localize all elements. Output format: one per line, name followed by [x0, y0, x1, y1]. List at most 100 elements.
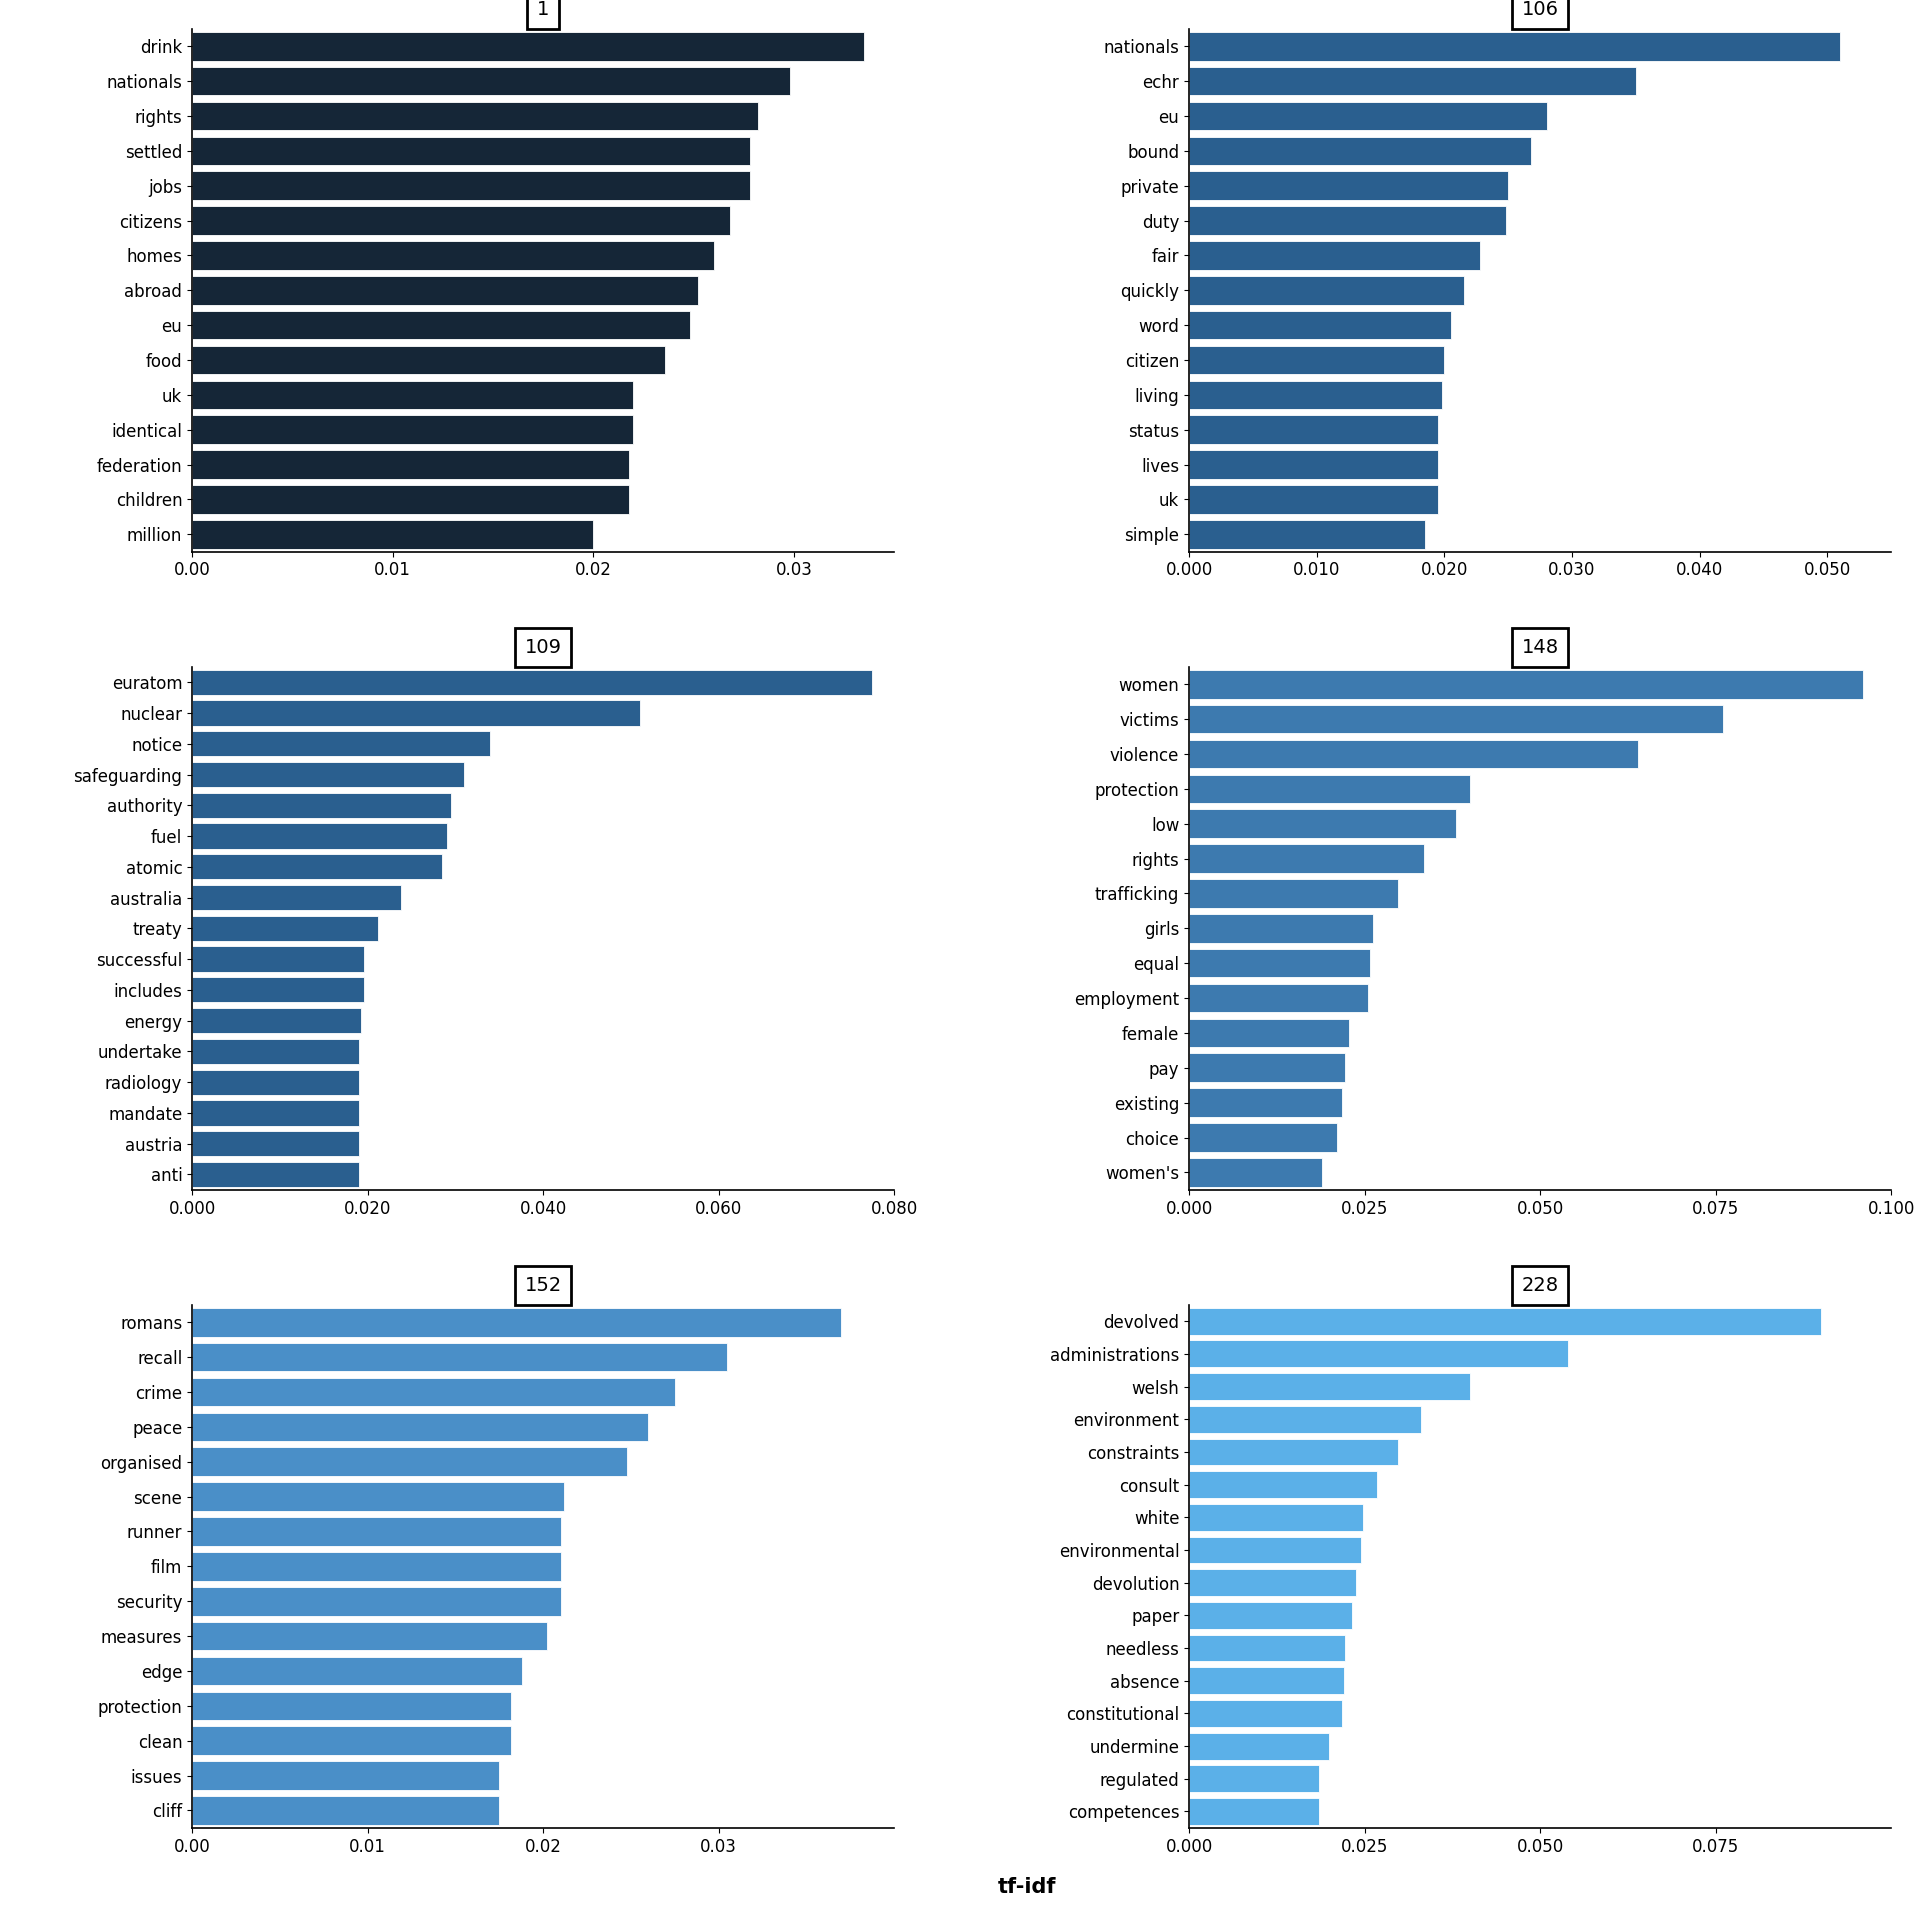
Bar: [192, 947, 365, 972]
Bar: [1188, 1569, 1356, 1596]
Bar: [192, 977, 365, 1002]
Bar: [192, 670, 872, 695]
Bar: [1188, 1667, 1344, 1693]
Bar: [192, 854, 442, 879]
Bar: [192, 1551, 561, 1580]
Bar: [192, 1692, 511, 1720]
Bar: [192, 1379, 674, 1405]
Bar: [1188, 739, 1638, 768]
Bar: [1188, 1732, 1329, 1759]
Bar: [1188, 1123, 1336, 1152]
Bar: [192, 1039, 359, 1064]
Bar: [1188, 1308, 1820, 1334]
Bar: [1188, 102, 1546, 131]
Bar: [1188, 1536, 1361, 1563]
Bar: [1188, 451, 1438, 478]
Bar: [192, 380, 634, 409]
Title: 1: 1: [538, 0, 549, 19]
Bar: [192, 1657, 522, 1686]
Bar: [192, 1622, 547, 1651]
Bar: [192, 1131, 359, 1156]
Bar: [1188, 205, 1505, 234]
Bar: [192, 520, 593, 549]
Bar: [192, 415, 634, 444]
Bar: [1188, 346, 1444, 374]
Bar: [1188, 520, 1425, 549]
Bar: [1188, 415, 1438, 444]
Bar: [1188, 276, 1463, 305]
Bar: [192, 171, 749, 200]
Bar: [192, 67, 789, 96]
Bar: [1188, 670, 1862, 699]
Bar: [192, 793, 451, 818]
Bar: [1188, 1158, 1323, 1187]
Bar: [192, 1726, 511, 1755]
Bar: [1188, 1054, 1344, 1083]
Bar: [1188, 1373, 1471, 1400]
Bar: [1188, 774, 1471, 803]
Bar: [1188, 845, 1425, 874]
Bar: [192, 102, 758, 131]
Bar: [1188, 1471, 1377, 1498]
Bar: [1188, 1601, 1352, 1628]
Bar: [192, 885, 401, 910]
Bar: [1188, 1020, 1350, 1046]
Bar: [192, 1795, 499, 1824]
Bar: [1188, 705, 1722, 733]
Bar: [1188, 1089, 1342, 1117]
Bar: [1188, 1699, 1342, 1726]
Bar: [1188, 879, 1398, 908]
Bar: [1188, 1799, 1319, 1824]
Bar: [1188, 171, 1509, 200]
Bar: [192, 276, 697, 305]
Bar: [192, 1413, 649, 1442]
Bar: [1188, 1405, 1421, 1432]
Bar: [192, 701, 639, 726]
Bar: [1188, 242, 1480, 269]
Bar: [192, 732, 490, 756]
Bar: [192, 205, 730, 234]
Bar: [1188, 948, 1371, 977]
Bar: [192, 1308, 841, 1336]
Bar: [192, 1342, 728, 1371]
Bar: [192, 1482, 564, 1511]
Bar: [192, 1588, 561, 1615]
Bar: [192, 346, 666, 374]
Bar: [1188, 1340, 1569, 1367]
Title: 106: 106: [1523, 0, 1559, 19]
Bar: [1188, 33, 1839, 61]
Bar: [1188, 1764, 1319, 1791]
Bar: [192, 451, 630, 478]
Bar: [1188, 1438, 1398, 1465]
Title: 228: 228: [1521, 1277, 1559, 1294]
Bar: [1188, 67, 1636, 96]
Bar: [192, 1448, 628, 1476]
Bar: [1188, 380, 1442, 409]
Bar: [1188, 983, 1369, 1012]
Bar: [192, 1100, 359, 1125]
Bar: [192, 824, 447, 849]
Title: 109: 109: [524, 637, 561, 657]
Bar: [192, 1008, 361, 1033]
Bar: [1188, 1634, 1344, 1661]
Bar: [192, 242, 714, 269]
Bar: [192, 762, 465, 787]
Bar: [1188, 311, 1452, 340]
Bar: [1188, 914, 1373, 943]
Bar: [1188, 1503, 1363, 1530]
Bar: [1188, 486, 1438, 515]
Bar: [192, 1069, 359, 1094]
Bar: [192, 1517, 561, 1546]
Bar: [192, 136, 749, 165]
Bar: [192, 486, 630, 515]
Title: 152: 152: [524, 1277, 563, 1294]
Bar: [1188, 810, 1455, 837]
Bar: [192, 1162, 359, 1187]
Text: tf-idf: tf-idf: [998, 1878, 1056, 1897]
Bar: [192, 916, 378, 941]
Bar: [192, 33, 864, 61]
Title: 148: 148: [1521, 637, 1559, 657]
Bar: [192, 311, 689, 340]
Bar: [1188, 136, 1530, 165]
Bar: [192, 1761, 499, 1789]
